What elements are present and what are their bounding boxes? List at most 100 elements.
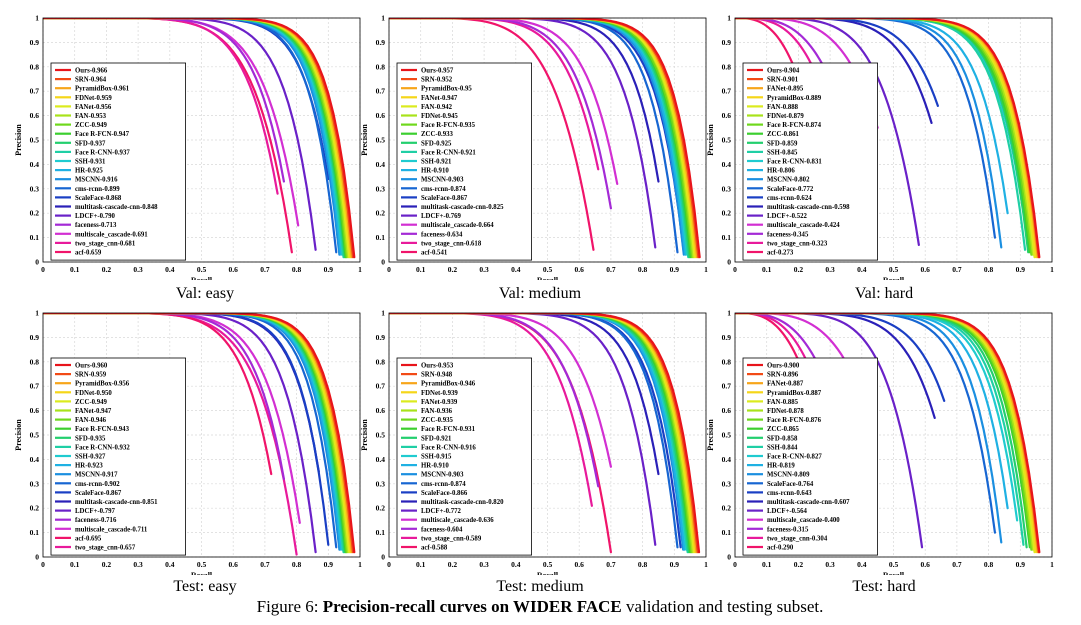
legend-label: LDCF+-0.790	[75, 213, 116, 220]
x-tick-label: 0	[41, 265, 45, 274]
legend-label: SFD-0.858	[767, 435, 798, 442]
x-tick-label: 0.6	[921, 560, 931, 569]
legend-label: Face R-FCN-0.876	[767, 417, 822, 424]
legend-label: SSH-0.844	[767, 444, 798, 451]
legend-label: PyramidBox-0.946	[421, 381, 476, 388]
legend-label: Face R-FCN-0.947	[75, 131, 130, 138]
y-tick-label: 0.1	[376, 528, 386, 537]
legend-label: multitask-cascade-cnn-0.598	[767, 204, 850, 211]
y-tick-label: 1	[35, 309, 39, 318]
y-tick-label: 0	[381, 258, 385, 267]
axes-frame	[734, 312, 1053, 558]
x-tick-label: 0.1	[416, 265, 426, 274]
y-tick-label: 1	[727, 14, 731, 23]
legend-label: multitask-cascade-cnn-0.825	[421, 204, 504, 211]
legend-label: Ours-0.900	[767, 363, 800, 370]
legend-label: Face R-CNN-0.827	[767, 454, 822, 461]
y-tick-label: 0.3	[30, 479, 40, 488]
y-axis-label: Precision	[706, 419, 715, 451]
y-tick-label: 0.6	[722, 111, 732, 120]
legend-label: multiscale_cascade-0.636	[421, 517, 494, 524]
legend-label: SSH-0.845	[767, 149, 798, 156]
legend-label: Face R-FCN-0.935	[421, 122, 476, 129]
legend-label: SSH-0.927	[75, 454, 106, 461]
y-tick-label: 0.1	[722, 528, 732, 537]
chart-panel: 0 0.1 0.2 0.3 0.4 0.5 0.6 0.7 0.8 0.9 1 0 0.1 0.2 0.3 0…	[360, 14, 708, 281]
x-tick-label: 1	[1050, 265, 1054, 274]
axes-frame	[42, 312, 361, 558]
x-tick-label: 0.7	[260, 265, 270, 274]
x-tick-label: 0.5	[197, 265, 207, 274]
x-tick-label: 0.2	[794, 265, 804, 274]
x-tick-label: 0	[41, 560, 45, 569]
y-tick-label: 0.1	[30, 528, 40, 537]
legend-label: LDCF+-0.522	[767, 213, 808, 220]
legend-label: Ours-0.960	[75, 363, 108, 370]
legend-label: multiscale_cascade-0.424	[767, 222, 840, 229]
caption-rest: validation and testing subset.	[626, 597, 824, 616]
legend-label: SRN-0.959	[75, 372, 107, 379]
x-tick-label: 0.5	[889, 265, 899, 274]
legend-label: faceness-0.604	[421, 526, 463, 533]
x-tick-label: 0.8	[292, 560, 302, 569]
y-tick-label: 0.6	[722, 406, 732, 415]
y-tick-label: 0.5	[376, 136, 386, 145]
y-tick-label: 0.3	[376, 479, 386, 488]
x-tick-label: 0.9	[324, 560, 334, 569]
y-axis-label: Precision	[14, 419, 23, 451]
legend-label: SSH-0.931	[75, 159, 106, 166]
x-tick-label: 0.9	[670, 265, 680, 274]
legend-label: Ours-0.904	[767, 68, 800, 75]
axes-frame	[388, 312, 707, 558]
x-tick-label: 0.7	[606, 265, 616, 274]
y-tick-label: 0.1	[376, 233, 386, 242]
legend-label: MSCNN-0.917	[75, 472, 118, 479]
legend-box	[396, 62, 533, 261]
x-tick-label: 0.8	[984, 265, 994, 274]
y-tick-label: 0	[381, 553, 385, 562]
y-tick-label: 0.3	[722, 184, 732, 193]
legend-label: multitask-cascade-cnn-0.851	[75, 499, 158, 506]
legend-label: FAN-0.888	[767, 104, 799, 111]
x-tick-label: 0.6	[921, 265, 931, 274]
x-tick-label: 0.5	[197, 560, 207, 569]
x-tick-label: 0.2	[448, 265, 458, 274]
y-tick-label: 0.7	[722, 382, 732, 391]
y-tick-label: 0.7	[722, 87, 732, 96]
x-tick-label: 1	[358, 560, 362, 569]
x-tick-label: 0	[733, 265, 737, 274]
y-tick-label: 0.3	[30, 184, 40, 193]
y-tick-label: 1	[35, 14, 39, 23]
axes-frame	[388, 17, 707, 263]
legend-label: SFD-0.921	[421, 435, 452, 442]
x-axis-label: Recall	[191, 276, 213, 280]
chart-panel: 0 0.1 0.2 0.3 0.4 0.5 0.6 0.7 0.8 0.9 1 0 0.1 0.2 0.3 0…	[706, 14, 1054, 281]
legend-label: MSCNN-0.809	[767, 472, 810, 479]
y-tick-label: 0.8	[30, 62, 40, 71]
legend-label: Face R-CNN-0.916	[421, 444, 476, 451]
x-tick-label: 0.3	[479, 265, 489, 274]
y-tick-label: 0.2	[30, 209, 40, 218]
panel-caption: Test: easy	[173, 578, 237, 595]
legend-label: FANet-0.956	[75, 104, 112, 111]
x-tick-label: 0.7	[606, 560, 616, 569]
legend-box	[50, 62, 187, 261]
y-axis-label: Precision	[14, 124, 23, 156]
x-tick-label: 0.4	[165, 560, 175, 569]
y-tick-label: 0	[35, 553, 39, 562]
y-tick-label: 0.4	[376, 455, 386, 464]
x-tick-label: 0.4	[857, 265, 867, 274]
legend-label: ScaleFace-0.868	[75, 195, 122, 202]
x-tick-label: 0.1	[70, 265, 80, 274]
legend-label: LDCF+-0.564	[767, 508, 808, 515]
x-tick-label: 0.7	[952, 560, 962, 569]
legend-label: SRN-0.901	[767, 77, 799, 84]
legend-label: LDCF+-0.772	[421, 508, 462, 515]
x-tick-label: 1	[1050, 560, 1054, 569]
legend-label: ScaleFace-0.772	[767, 186, 814, 193]
x-tick-label: 0.2	[102, 265, 112, 274]
legend-label: FAN-0.946	[75, 417, 107, 424]
y-tick-label: 0.6	[376, 111, 386, 120]
legend-label: ZCC-0.935	[421, 417, 454, 424]
